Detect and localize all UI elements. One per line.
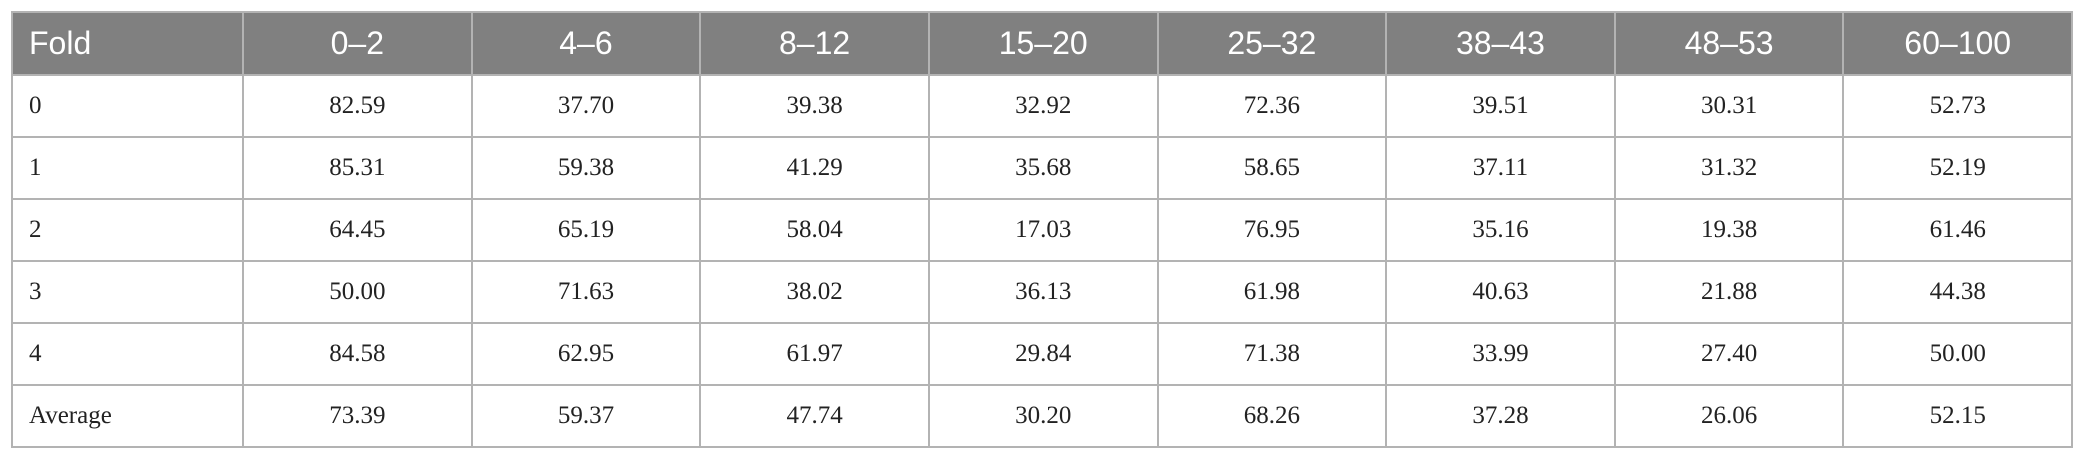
table-cell: 27.40 — [1613, 322, 1845, 386]
header-cell: 0–2 — [242, 11, 473, 76]
table-cell: 65.19 — [470, 198, 702, 262]
header-cell: 15–20 — [927, 11, 1159, 76]
table-cell: 52.73 — [1842, 74, 2073, 138]
table-cell: 19.38 — [1613, 198, 1845, 262]
header-cell: 48–53 — [1613, 11, 1845, 76]
table-cell: 52.19 — [1842, 136, 2073, 200]
table-cell: 26.06 — [1613, 384, 1845, 448]
table-cell: 71.63 — [470, 260, 702, 324]
table-cell: 39.38 — [699, 74, 930, 138]
table-cell: 17.03 — [927, 198, 1159, 262]
table-cell: 82.59 — [242, 74, 473, 138]
table-cell: 38.02 — [699, 260, 930, 324]
table-row: 0 82.59 37.70 39.38 32.92 72.36 39.51 30.31 52.7… — [11, 74, 2073, 138]
table-cell: 62.95 — [470, 322, 702, 386]
table-cell: 30.31 — [1613, 74, 1845, 138]
table-cell: 37.28 — [1385, 384, 1616, 448]
header-cell: 8–12 — [699, 11, 930, 76]
table-row: 4 84.58 62.95 61.97 29.84 71.38 33.99 27.40 50.0… — [11, 322, 2073, 386]
table-cell: 64.45 — [242, 198, 473, 262]
row-label: 4 — [11, 322, 244, 386]
table-cell: 32.92 — [927, 74, 1159, 138]
table-cell: 41.29 — [699, 136, 930, 200]
header-cell: Fold — [11, 11, 244, 76]
header-cell: 60–100 — [1842, 11, 2073, 76]
table-cell: 71.38 — [1156, 322, 1388, 386]
table-cell: 76.95 — [1156, 198, 1388, 262]
data-table: Fold 0–2 4–6 8–12 15–20 25–32 38–43 48–53 60–100… — [11, 11, 2073, 448]
table-cell: 58.04 — [699, 198, 930, 262]
table-cell: 84.58 — [242, 322, 473, 386]
table-cell: 35.68 — [927, 136, 1159, 200]
table-cell: 33.99 — [1385, 322, 1616, 386]
table-row: 1 85.31 59.38 41.29 35.68 58.65 37.11 31.32 52.1… — [11, 136, 2073, 200]
table-row: 3 50.00 71.63 38.02 36.13 61.98 40.63 21.88 44.3… — [11, 260, 2073, 324]
table-cell: 47.74 — [699, 384, 930, 448]
table-header: Fold 0–2 4–6 8–12 15–20 25–32 38–43 48–53 60–100 — [11, 11, 2073, 76]
table-cell: 37.11 — [1385, 136, 1616, 200]
table-cell: 52.15 — [1842, 384, 2073, 448]
table-cell: 30.20 — [927, 384, 1159, 448]
table-cell: 36.13 — [927, 260, 1159, 324]
row-label: 2 — [11, 198, 244, 262]
table-cell: 40.63 — [1385, 260, 1616, 324]
row-label: 0 — [11, 74, 244, 138]
table-cell: 61.98 — [1156, 260, 1388, 324]
table-body: 0 82.59 37.70 39.38 32.92 72.36 39.51 30.31 52.7… — [11, 74, 2073, 448]
row-label: 1 — [11, 136, 244, 200]
table-row: 2 64.45 65.19 58.04 17.03 76.95 35.16 19.38 61.4… — [11, 198, 2073, 262]
table-cell: 68.26 — [1156, 384, 1388, 448]
table-cell: 50.00 — [1842, 322, 2073, 386]
table-cell: 61.46 — [1842, 198, 2073, 262]
table-cell: 35.16 — [1385, 198, 1616, 262]
table-cell: 85.31 — [242, 136, 473, 200]
table-cell: 73.39 — [242, 384, 473, 448]
table-cell: 59.37 — [470, 384, 702, 448]
row-label: Average — [11, 384, 244, 448]
table-cell: 39.51 — [1385, 74, 1616, 138]
table-cell: 72.36 — [1156, 74, 1388, 138]
header-cell: 4–6 — [470, 11, 702, 76]
table-cell: 21.88 — [1613, 260, 1845, 324]
table-cell: 61.97 — [699, 322, 930, 386]
table-cell: 58.65 — [1156, 136, 1388, 200]
header-cell: 25–32 — [1156, 11, 1388, 76]
row-label: 3 — [11, 260, 244, 324]
header-row: Fold 0–2 4–6 8–12 15–20 25–32 38–43 48–53 60–100 — [11, 11, 2073, 76]
table-row: Average 73.39 59.37 47.74 30.20 68.26 37.28 26.… — [11, 384, 2073, 448]
table-cell: 44.38 — [1842, 260, 2073, 324]
header-cell: 38–43 — [1385, 11, 1616, 76]
table-cell: 29.84 — [927, 322, 1159, 386]
table-cell: 37.70 — [470, 74, 702, 138]
table-cell: 50.00 — [242, 260, 473, 324]
table-cell: 59.38 — [470, 136, 702, 200]
table-cell: 31.32 — [1613, 136, 1845, 200]
